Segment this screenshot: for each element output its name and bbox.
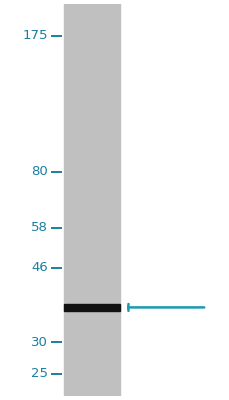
Text: 80: 80 xyxy=(31,165,48,178)
Text: 175: 175 xyxy=(23,29,48,42)
Bar xyxy=(64,304,119,311)
Text: 46: 46 xyxy=(31,261,48,274)
Text: 30: 30 xyxy=(31,336,48,349)
Text: 58: 58 xyxy=(31,221,48,234)
Text: 25: 25 xyxy=(31,367,48,380)
Bar xyxy=(64,4,119,396)
